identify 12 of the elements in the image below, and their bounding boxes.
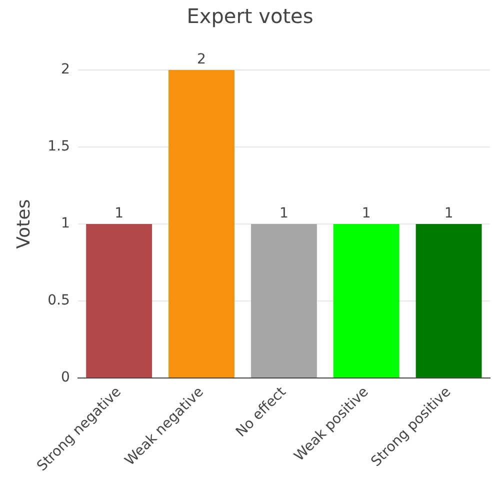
data-label: 1 (114, 206, 124, 222)
y-tick-label: 0 (60, 370, 70, 386)
y-tick-label: 1 (60, 216, 70, 232)
y-tick-label: 2 (60, 62, 70, 78)
y-tick-label: 0.5 (48, 292, 70, 309)
data-label: 2 (197, 52, 206, 68)
y-tick-label: 1.5 (48, 138, 70, 155)
chart-title: Expert votes (186, 4, 314, 28)
data-label: 1 (362, 206, 371, 222)
y-axis-title: Votes (13, 199, 34, 249)
data-label: 1 (444, 206, 454, 222)
data-label: 1 (279, 206, 288, 222)
